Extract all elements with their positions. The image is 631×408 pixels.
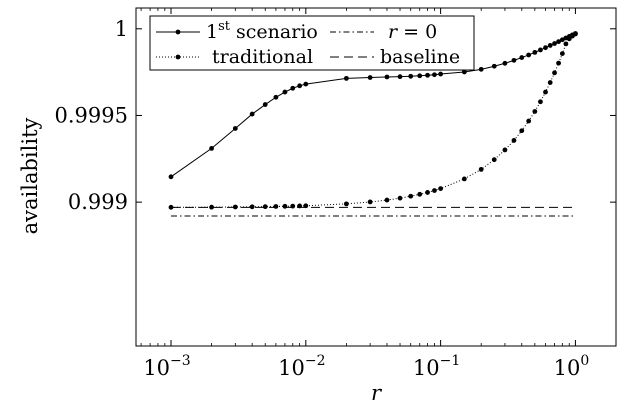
x-tick-label: 10−3 — [143, 353, 190, 380]
data-point-traditional — [502, 147, 508, 153]
data-point-1st-scenario — [168, 174, 174, 180]
data-point-traditional — [538, 99, 543, 105]
data-point-1st-scenario — [367, 75, 373, 80]
data-point-1st-scenario — [282, 89, 288, 95]
data-point-1st-scenario — [209, 146, 214, 151]
legend-label-r-0: r = 0 — [388, 21, 437, 43]
data-point-1st-scenario — [543, 45, 548, 51]
data-point-traditional — [547, 80, 553, 85]
data-point-traditional — [262, 204, 268, 210]
legend-label-traditional: traditional — [212, 46, 313, 68]
x-axis-label: r — [371, 381, 383, 405]
tick-labels: 10−3 10−2 10−1 100 0.999 0.9995 1 — [55, 17, 590, 380]
legend-entry-baseline: baseline — [330, 46, 460, 68]
y-tick-label: 0.9995 — [55, 103, 128, 127]
data-point-traditional — [397, 195, 403, 201]
data-point-traditional — [343, 201, 349, 207]
data-point-traditional — [532, 109, 538, 114]
data-point-traditional — [559, 51, 565, 56]
data-point-1st-scenario — [290, 85, 296, 91]
y-tick-label: 1 — [115, 17, 128, 41]
data-point-traditional — [249, 204, 255, 210]
data-point-traditional — [209, 204, 214, 210]
data-point-traditional — [367, 199, 373, 205]
data-point-traditional — [511, 138, 517, 143]
data-point-1st-scenario — [273, 94, 279, 100]
data-point-traditional — [552, 70, 557, 76]
data-point-traditional — [491, 157, 497, 163]
data-point-traditional — [563, 41, 569, 47]
data-point-1st-scenario — [249, 111, 255, 117]
data-point-1st-scenario — [526, 52, 532, 58]
data-point-1st-scenario — [384, 74, 390, 80]
legend-entry-1st-scenario: 1st scenario — [156, 19, 318, 43]
data-point-traditional — [282, 203, 288, 209]
data-point-1st-scenario — [538, 47, 543, 53]
data-point-traditional — [556, 60, 561, 66]
data-point-1st-scenario — [432, 72, 437, 78]
plot-frame — [135, 7, 617, 347]
data-point-1st-scenario — [417, 73, 423, 79]
data-point-traditional — [432, 188, 437, 193]
data-point-1st-scenario — [491, 63, 497, 69]
data-point-1st-scenario — [552, 41, 557, 46]
data-point-traditional — [384, 197, 390, 203]
x-tick-label: 100 — [554, 353, 590, 380]
legend-label-1st-scenario: 1st scenario — [206, 19, 318, 43]
data-point-1st-scenario — [297, 83, 303, 89]
legend-entry-r-0: r = 0 — [330, 21, 437, 43]
data-point-1st-scenario — [478, 66, 484, 72]
data-point-traditional — [543, 89, 548, 95]
data-point-1st-scenario — [461, 69, 467, 75]
data-point-1st-scenario — [547, 43, 553, 48]
data-point-traditional — [573, 31, 578, 37]
data-point-1st-scenario — [343, 75, 349, 81]
data-point-1st-scenario — [556, 39, 561, 45]
data-point-traditional — [461, 176, 467, 182]
y-tick-label: 0.999 — [68, 190, 128, 214]
legend-label-baseline: baseline — [380, 46, 460, 68]
series-layer — [168, 31, 578, 217]
legend-entry-traditional: traditional — [156, 46, 313, 68]
x-tick-label: 10−2 — [278, 353, 325, 380]
data-point-traditional — [566, 36, 572, 42]
data-point-1st-scenario — [519, 55, 525, 60]
legend: 1st scenario r = 0 traditional baseline — [149, 15, 475, 71]
data-point-traditional — [425, 190, 430, 195]
data-point-traditional — [273, 204, 279, 209]
x-tick-label: 10−1 — [413, 353, 460, 380]
data-point-traditional — [438, 186, 444, 192]
data-point-1st-scenario — [397, 74, 403, 80]
data-point-1st-scenario — [532, 49, 538, 55]
data-point-1st-scenario — [511, 57, 517, 63]
data-point-traditional — [417, 191, 423, 197]
legend-box — [149, 15, 475, 71]
data-point-1st-scenario — [438, 71, 444, 77]
data-point-traditional — [526, 118, 532, 124]
data-point-traditional — [478, 166, 484, 172]
y-axis-label: availability — [18, 117, 42, 234]
data-point-1st-scenario — [502, 60, 508, 66]
data-point-1st-scenario — [232, 126, 238, 131]
data-point-1st-scenario — [408, 73, 414, 79]
data-point-1st-scenario — [303, 81, 309, 87]
data-point-traditional — [519, 128, 525, 134]
data-point-1st-scenario — [425, 72, 430, 78]
data-point-traditional — [408, 193, 414, 199]
data-point-1st-scenario — [262, 102, 268, 107]
